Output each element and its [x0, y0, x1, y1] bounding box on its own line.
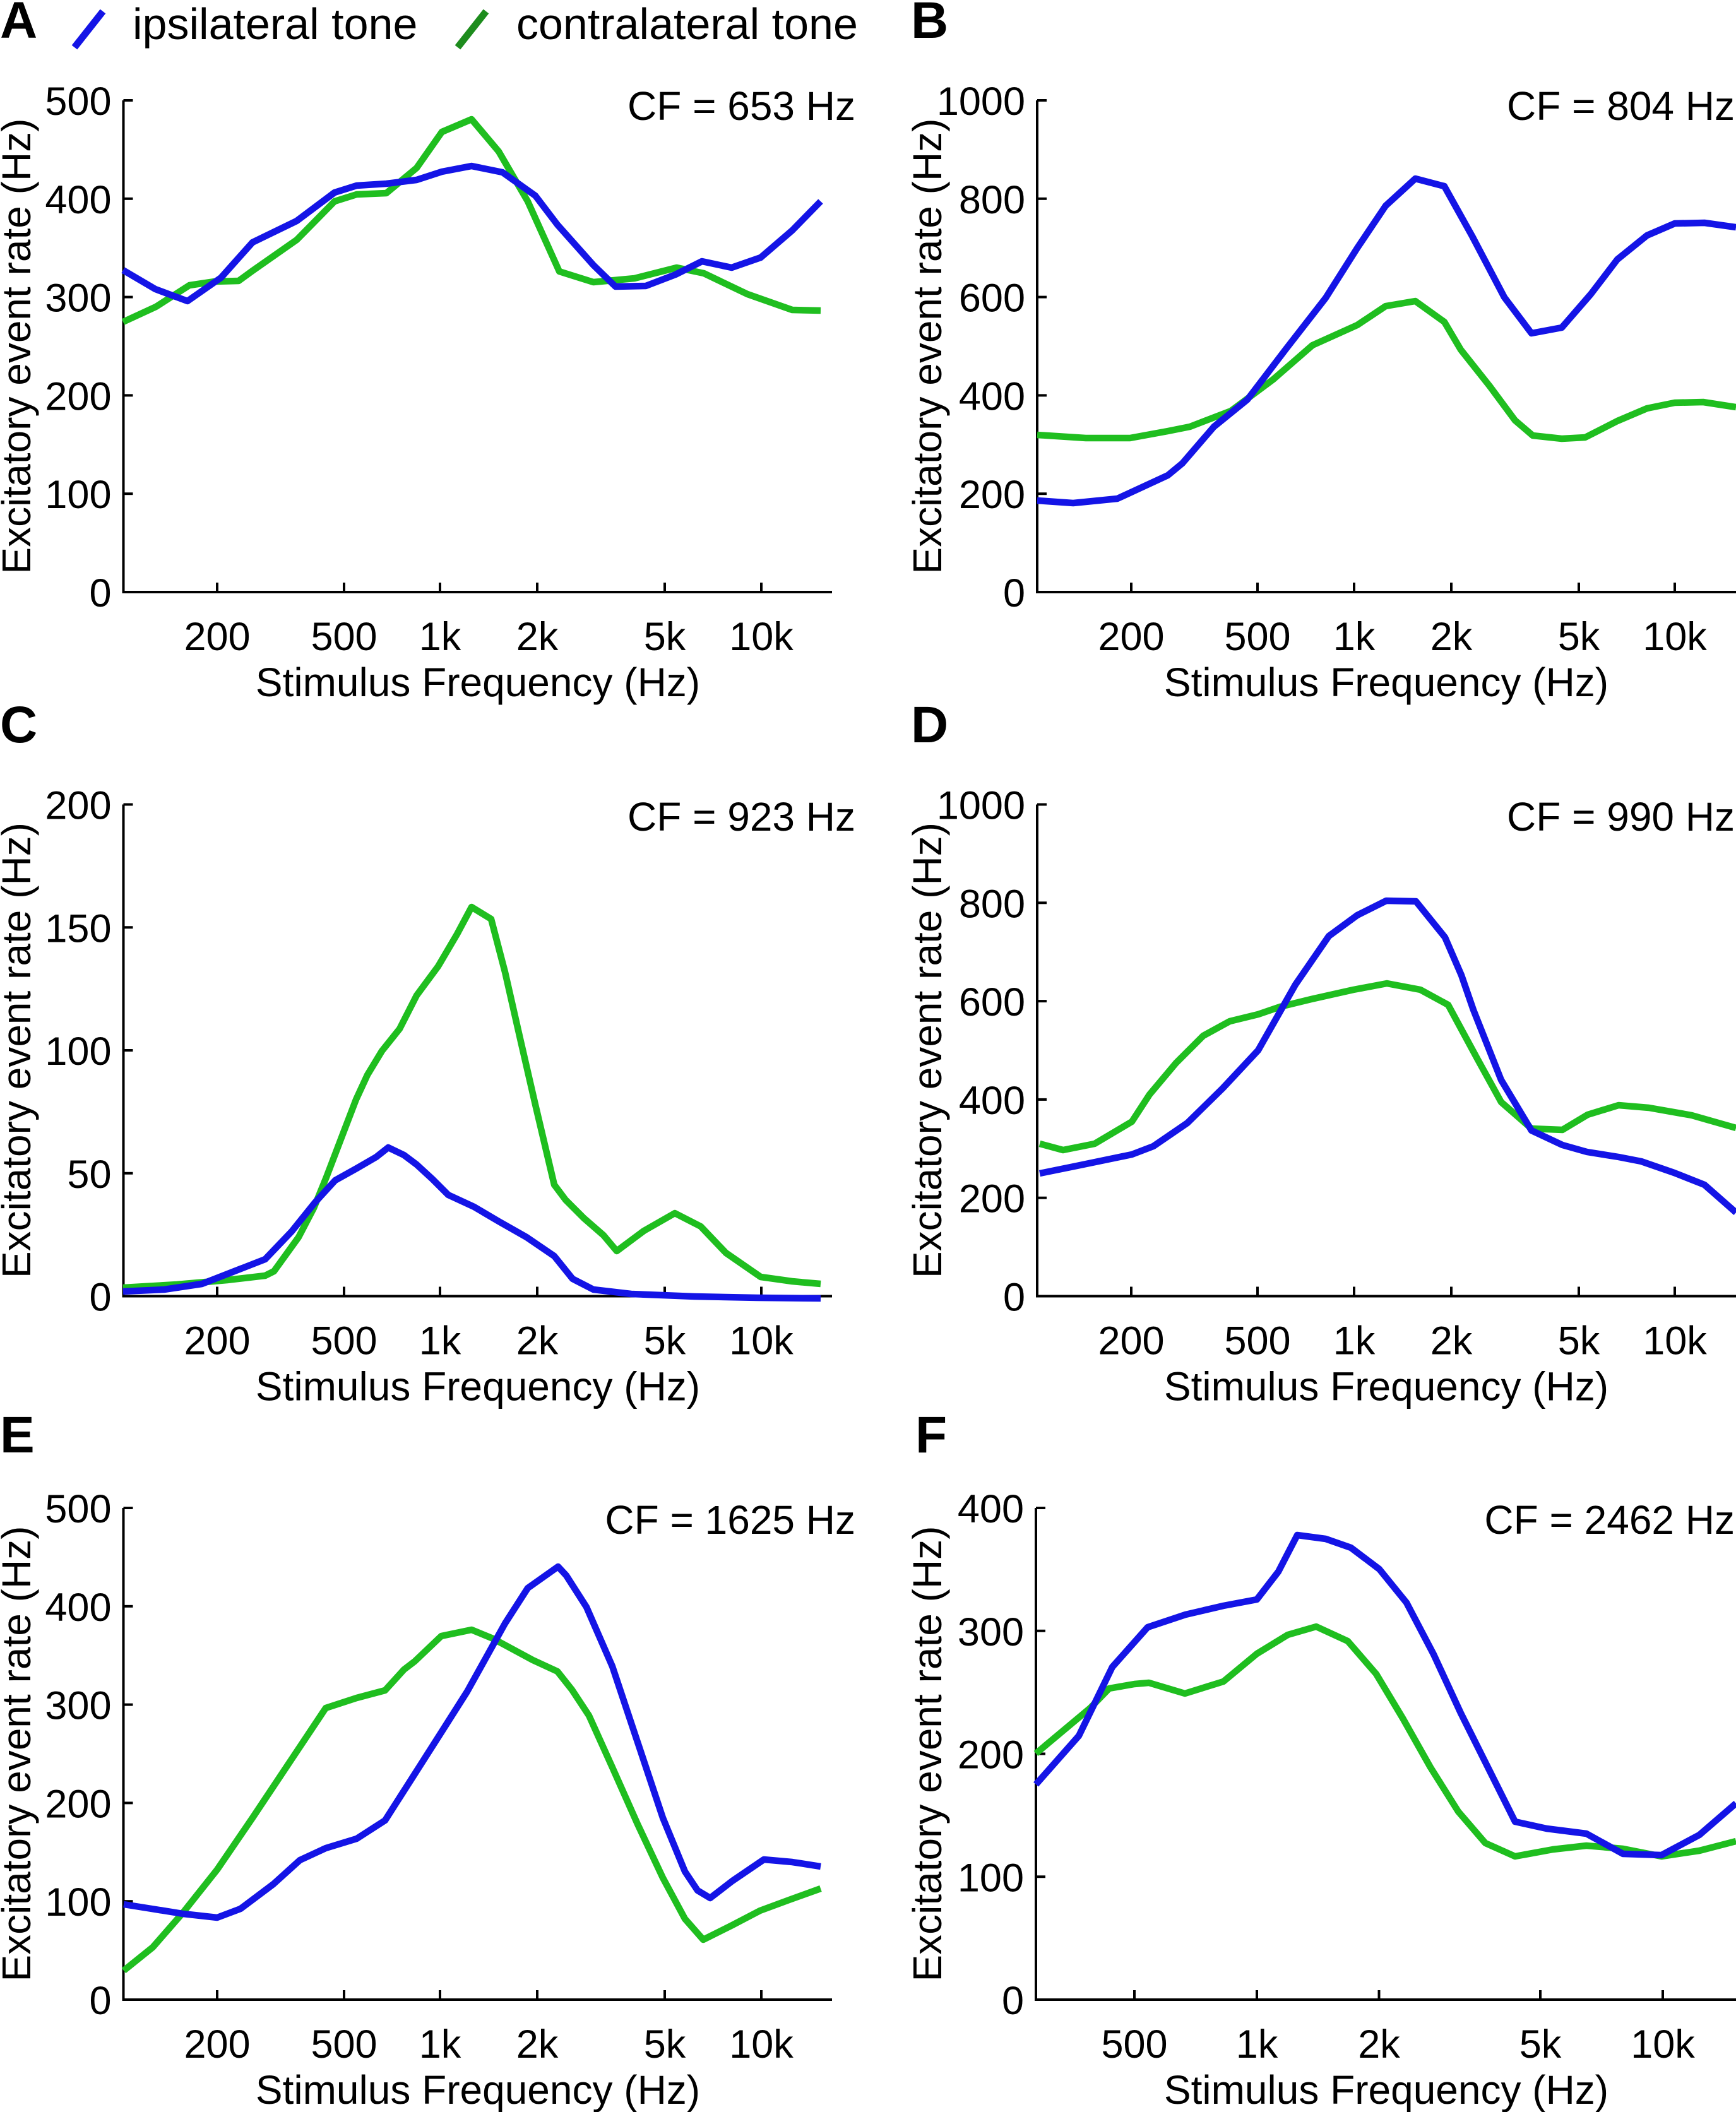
svg-text:400: 400: [959, 1079, 1025, 1123]
svg-text:1k: 1k: [419, 615, 461, 659]
svg-text:1k: 1k: [419, 2022, 461, 2067]
svg-text:0: 0: [1003, 571, 1025, 615]
svg-text:200: 200: [184, 1319, 250, 1363]
svg-text:2k: 2k: [1430, 1319, 1473, 1363]
svg-text:400: 400: [45, 1586, 111, 1630]
svg-text:D: D: [911, 696, 948, 754]
svg-text:CF = 990 Hz: CF = 990 Hz: [1507, 794, 1735, 839]
svg-text:300: 300: [958, 1610, 1024, 1654]
svg-text:0: 0: [1002, 1979, 1024, 2023]
svg-text:1000: 1000: [937, 80, 1025, 124]
svg-text:1k: 1k: [1236, 2022, 1278, 2067]
svg-text:100: 100: [45, 473, 111, 517]
svg-text:200: 200: [184, 2022, 250, 2067]
svg-text:2k: 2k: [516, 2022, 559, 2067]
svg-text:200: 200: [184, 615, 250, 659]
svg-text:0: 0: [89, 1276, 111, 1320]
svg-text:5k: 5k: [644, 615, 686, 659]
svg-text:100: 100: [958, 1856, 1024, 1900]
svg-text:1k: 1k: [1333, 1319, 1376, 1363]
svg-text:CF = 2462 Hz: CF = 2462 Hz: [1484, 1497, 1735, 1543]
svg-text:5k: 5k: [1558, 1319, 1600, 1363]
svg-text:1000: 1000: [937, 784, 1025, 828]
svg-text:100: 100: [45, 1880, 111, 1925]
svg-text:Stimulus Frequency (Hz): Stimulus Frequency (Hz): [256, 1364, 700, 1409]
svg-text:5k: 5k: [1519, 2022, 1562, 2067]
svg-text:50: 50: [67, 1153, 111, 1197]
svg-text:500: 500: [1101, 2022, 1167, 2067]
svg-text:5k: 5k: [644, 1319, 686, 1363]
svg-text:500: 500: [1224, 615, 1290, 659]
svg-text:B: B: [911, 0, 948, 49]
svg-text:2k: 2k: [1430, 615, 1473, 659]
svg-text:A: A: [0, 0, 37, 49]
svg-text:2k: 2k: [516, 1319, 559, 1363]
svg-text:500: 500: [311, 1319, 377, 1363]
svg-text:Stimulus Frequency (Hz): Stimulus Frequency (Hz): [1164, 1364, 1608, 1409]
svg-text:400: 400: [45, 178, 111, 222]
svg-text:E: E: [0, 1406, 35, 1464]
svg-text:600: 600: [959, 980, 1025, 1024]
svg-text:300: 300: [45, 1684, 111, 1728]
svg-text:Stimulus Frequency (Hz): Stimulus Frequency (Hz): [1164, 660, 1608, 705]
svg-text:Excitatory event rate (Hz): Excitatory event rate (Hz): [0, 1526, 39, 1982]
svg-text:Excitatory event rate (Hz): Excitatory event rate (Hz): [0, 822, 39, 1278]
svg-text:Excitatory event rate (Hz): Excitatory event rate (Hz): [905, 822, 950, 1278]
svg-text:10k: 10k: [1631, 2022, 1695, 2067]
svg-text:Stimulus Frequency (Hz): Stimulus Frequency (Hz): [1164, 2067, 1608, 2112]
svg-text:200: 200: [45, 784, 111, 828]
svg-text:CF = 1625 Hz: CF = 1625 Hz: [605, 1497, 855, 1543]
svg-text:2k: 2k: [1358, 2022, 1400, 2067]
svg-text:1k: 1k: [1333, 615, 1376, 659]
svg-text:500: 500: [45, 80, 111, 124]
svg-text:5k: 5k: [1558, 615, 1600, 659]
svg-text:5k: 5k: [644, 2022, 686, 2067]
svg-text:100: 100: [45, 1029, 111, 1074]
svg-text:C: C: [0, 696, 37, 754]
svg-text:500: 500: [1224, 1319, 1290, 1363]
svg-text:200: 200: [958, 1733, 1024, 1777]
svg-text:400: 400: [959, 374, 1025, 418]
svg-text:CF = 804 Hz: CF = 804 Hz: [1507, 83, 1735, 129]
svg-text:500: 500: [311, 615, 377, 659]
svg-text:800: 800: [959, 178, 1025, 222]
svg-text:200: 200: [959, 1177, 1025, 1221]
svg-text:200: 200: [45, 1782, 111, 1826]
svg-text:10k: 10k: [1643, 615, 1707, 659]
svg-text:CF = 653 Hz: CF = 653 Hz: [627, 83, 855, 129]
svg-text:Excitatory event rate (Hz): Excitatory event rate (Hz): [905, 1526, 950, 1982]
svg-text:ipsilateral tone: ipsilateral tone: [133, 0, 417, 49]
svg-text:0: 0: [89, 1979, 111, 2023]
svg-text:0: 0: [89, 571, 111, 615]
svg-text:10k: 10k: [729, 615, 794, 659]
svg-text:CF = 923 Hz: CF = 923 Hz: [627, 794, 855, 839]
svg-text:Stimulus Frequency (Hz): Stimulus Frequency (Hz): [256, 2067, 700, 2112]
svg-text:600: 600: [959, 276, 1025, 321]
svg-text:10k: 10k: [1643, 1319, 1707, 1363]
svg-text:400: 400: [958, 1487, 1024, 1531]
svg-text:Excitatory event rate (Hz): Excitatory event rate (Hz): [905, 119, 950, 574]
svg-text:0: 0: [1003, 1276, 1025, 1320]
svg-text:200: 200: [959, 473, 1025, 517]
svg-text:F: F: [915, 1406, 947, 1464]
svg-text:Stimulus Frequency (Hz): Stimulus Frequency (Hz): [256, 660, 700, 705]
svg-text:500: 500: [45, 1487, 111, 1531]
svg-text:Excitatory event rate (Hz): Excitatory event rate (Hz): [0, 119, 39, 574]
svg-text:2k: 2k: [516, 615, 559, 659]
svg-text:10k: 10k: [729, 2022, 794, 2067]
svg-text:500: 500: [311, 2022, 377, 2067]
svg-text:200: 200: [45, 374, 111, 418]
svg-text:10k: 10k: [729, 1319, 794, 1363]
svg-text:1k: 1k: [419, 1319, 461, 1363]
svg-text:200: 200: [1098, 1319, 1164, 1363]
svg-text:800: 800: [959, 882, 1025, 926]
svg-text:150: 150: [45, 906, 111, 951]
svg-text:200: 200: [1098, 615, 1164, 659]
svg-text:contralateral tone: contralateral tone: [516, 0, 858, 49]
svg-text:300: 300: [45, 276, 111, 321]
